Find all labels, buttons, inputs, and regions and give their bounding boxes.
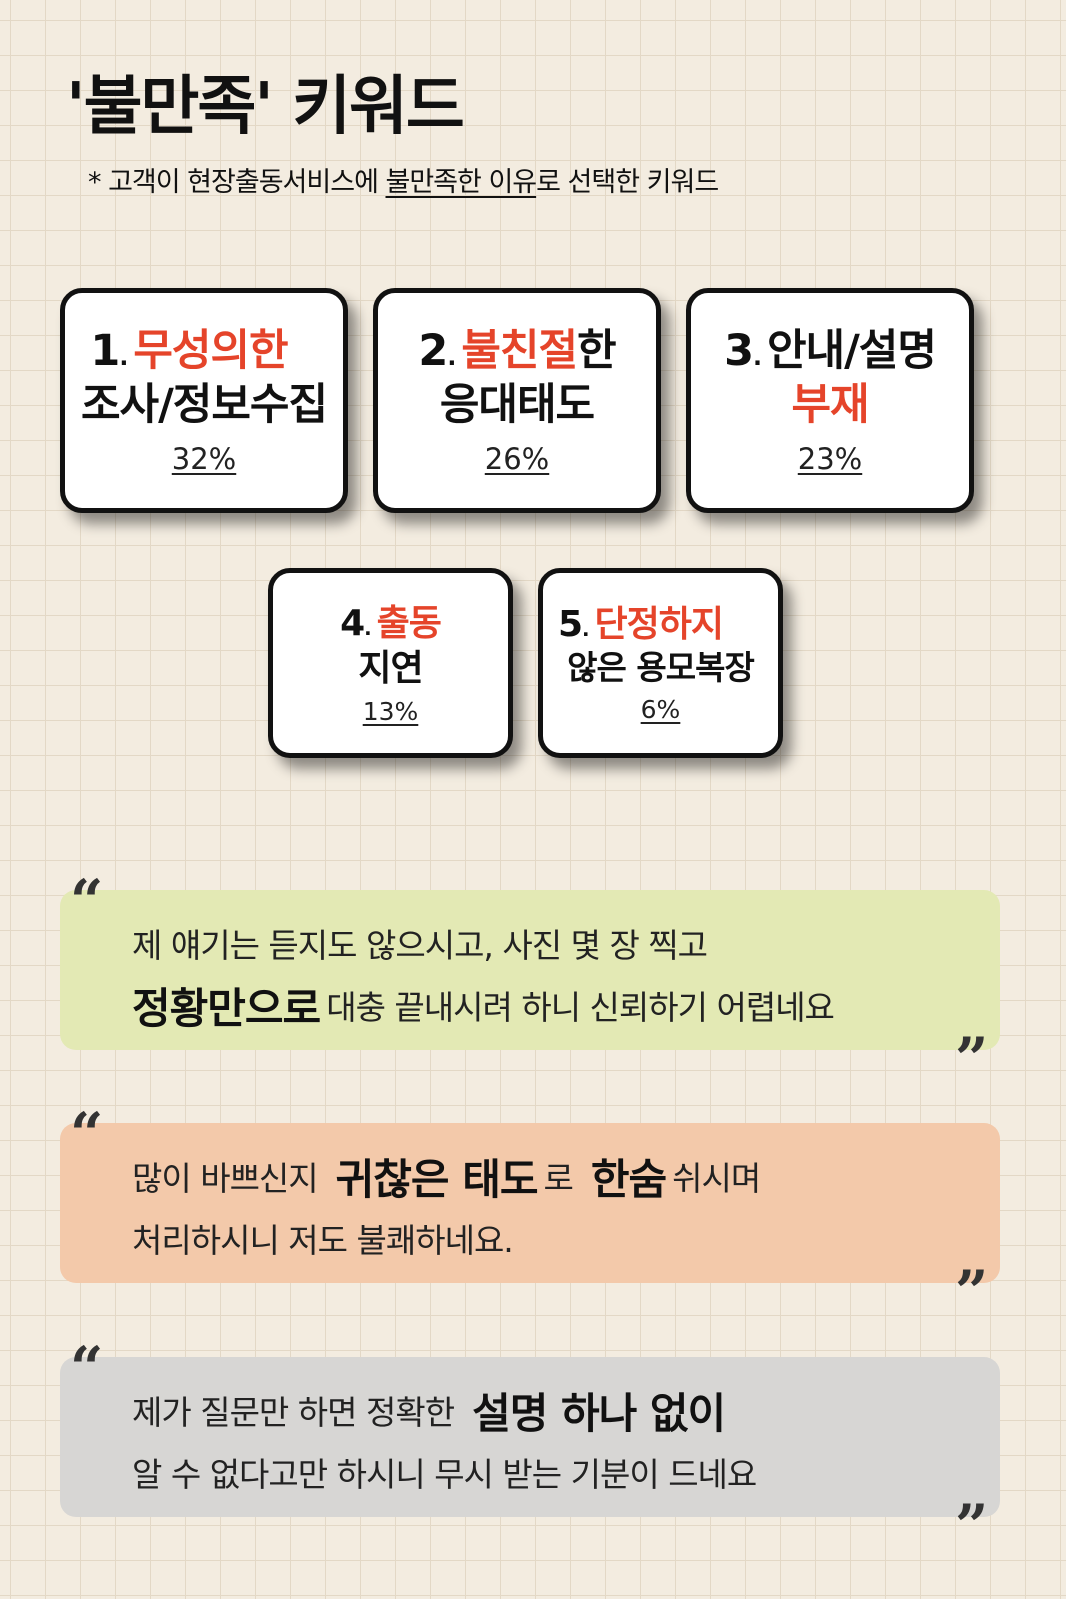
keyword-highlight: 불친절 [461, 325, 578, 376]
keyword-highlight: 출동 [376, 602, 442, 644]
keyword-rank: 5 [557, 604, 583, 646]
keyword-line1: 1. 무성의한 [90, 325, 288, 376]
quote-emphasis: 설명 하나 없이 [472, 1388, 726, 1438]
quote-text: 쉬시며 [672, 1159, 761, 1198]
quote-line: 정황만으로 대충 끝내시려 하니 신뢰하기 어렵네요 [132, 974, 1000, 1036]
subtitle-suffix: 로 선택한 키워드 [536, 167, 719, 198]
open-quote-icon: “ [70, 867, 104, 935]
keyword-rank: 4 [340, 602, 365, 644]
keyword-rank: 1 [90, 325, 120, 376]
quote-line: 제 얘기는 듣지도 않으시고, 사진 몇 장 찍고 [132, 926, 708, 965]
keyword-text: 안내/설명 [766, 325, 937, 376]
keyword-percent: 26% [484, 442, 550, 477]
quote-emphasis: 한숨 [590, 1154, 667, 1204]
keyword-rank: 2 [418, 325, 448, 376]
keyword-line1: 4. 출동 [340, 602, 442, 644]
subtitle-prefix: * 고객이 현장출동서비스에 [88, 167, 386, 198]
quote-text: 대충 끝내시려 하니 신뢰하기 어렵네요 [326, 988, 835, 1027]
close-quote-icon: ” [955, 1492, 989, 1560]
subtitle: * 고객이 현장출동서비스에 불만족한 이유로 선택한 키워드 [88, 160, 719, 199]
quote-text: 로 [543, 1159, 573, 1198]
quote-emphasis: 귀찮은 태도 [335, 1154, 539, 1204]
quote-emphasis: 정황만으로 [132, 983, 321, 1033]
keyword-line1: 2. 불친절한 [418, 325, 617, 376]
quote-line: 많이 바쁘신지 귀찮은 태도 로 한숨 쉬시며 [132, 1145, 1000, 1207]
quote-line: 처리하시니 저도 불쾌하네요. [132, 1221, 514, 1260]
keyword-line2: 응대태도 [439, 379, 595, 433]
keyword-line2: 않은 용모복장 [567, 647, 755, 688]
page-title: '불만족' 키워드 [66, 70, 465, 144]
quote-text: 많이 바쁘신지 [132, 1159, 319, 1198]
keyword-text: 지연 [358, 647, 423, 689]
keyword-text: 않은 용모복장 [567, 648, 755, 688]
open-quote-icon: “ [70, 1100, 104, 1168]
keyword-percent: 32% [171, 442, 237, 477]
keyword-card-5: 5. 단정하지 않은 용모복장 6% [538, 568, 783, 758]
keyword-highlight: 단정하지 [594, 604, 724, 646]
keyword-highlight: 무성의한 [133, 325, 288, 376]
customer-quote-2: 많이 바쁘신지 귀찮은 태도 로 한숨 쉬시며 처리하시니 저도 불쾌하네요. [60, 1123, 1000, 1283]
keyword-line1: 3. 안내/설명 [724, 325, 937, 376]
keyword-card-2: 2. 불친절한 응대태도 26% [373, 288, 661, 513]
quote-line: 제가 질문만 하면 정확한 설명 하나 없이 [132, 1379, 1000, 1441]
keyword-rank: 3 [724, 325, 754, 376]
keyword-percent: 23% [797, 442, 863, 477]
close-quote-icon: ” [955, 1025, 989, 1093]
keyword-line2: 조사/정보수집 [80, 379, 328, 433]
keyword-card-3: 3. 안내/설명 부재 23% [686, 288, 974, 513]
keyword-line1: 5. 단정하지 [557, 604, 724, 646]
close-quote-icon: ” [955, 1258, 989, 1326]
open-quote-icon: “ [70, 1334, 104, 1402]
keyword-highlight: 부재 [791, 379, 869, 430]
keyword-text: 한 [577, 325, 617, 376]
keyword-text: 응대태도 [439, 379, 595, 430]
keyword-line2: 지연 [358, 646, 423, 691]
quote-text: 제가 질문만 하면 정확한 [132, 1393, 455, 1432]
keyword-card-1: 1. 무성의한 조사/정보수집 32% [60, 288, 348, 513]
keyword-line2: 부재 [791, 379, 869, 433]
subtitle-underlined: 불만족한 이유 [385, 167, 538, 198]
keyword-text: 조사/정보수집 [80, 379, 328, 430]
customer-quote-1: 제 얘기는 듣지도 않으시고, 사진 몇 장 찍고 정황만으로 대충 끝내시려 하… [60, 890, 1000, 1050]
quote-line: 알 수 없다고만 하시니 무시 받는 기분이 드네요 [132, 1455, 757, 1494]
keyword-percent: 13% [362, 696, 419, 726]
customer-quote-3: 제가 질문만 하면 정확한 설명 하나 없이 알 수 없다고만 하시니 무시 받는… [60, 1357, 1000, 1517]
keyword-percent: 6% [640, 694, 681, 724]
keyword-card-4: 4. 출동 지연 13% [268, 568, 513, 758]
